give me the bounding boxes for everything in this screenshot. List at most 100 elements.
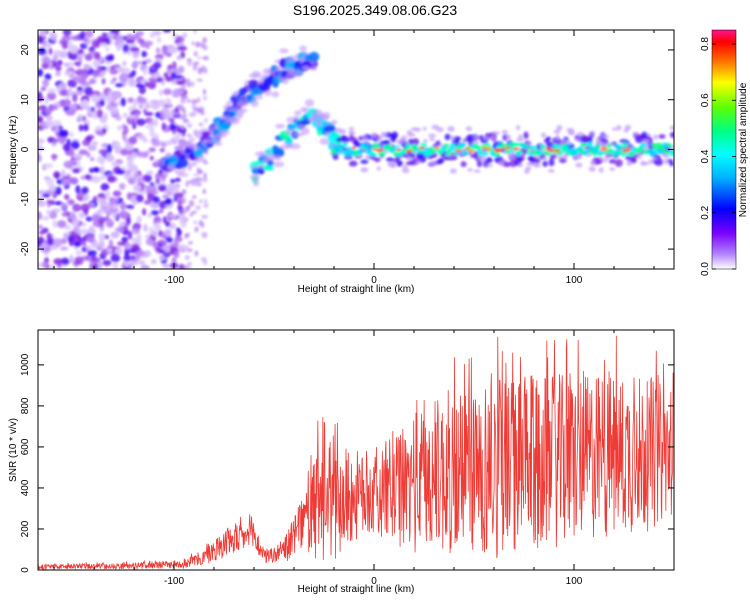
snr-xtick-label: -100 xyxy=(164,576,184,587)
spectrogram-cell xyxy=(153,216,162,225)
spectrogram-cell xyxy=(79,30,86,39)
spectrogram-cell xyxy=(132,172,140,180)
spectrogram-cell xyxy=(54,124,60,133)
spectrogram-cell xyxy=(78,212,86,219)
spectrogram-cell xyxy=(198,122,204,127)
spectrogram-cell xyxy=(653,149,661,154)
spectrogram-cell xyxy=(171,257,177,264)
spectrogram-cell xyxy=(228,117,241,125)
spectrogram-cell xyxy=(38,106,44,111)
spectrogram-cell xyxy=(81,186,89,195)
spectrogram-cell xyxy=(84,106,93,111)
spectrogram-cell xyxy=(646,133,651,137)
spectrogram-cell xyxy=(653,146,658,151)
spectrogram-cell xyxy=(161,194,170,199)
spectrogram-cell xyxy=(63,62,70,68)
spectrogram-cell xyxy=(41,216,50,221)
spectrogram-cell xyxy=(175,227,181,233)
spectrogram-cell xyxy=(415,159,421,165)
spectrogram-cell xyxy=(332,153,339,161)
spectrogram-cell xyxy=(61,211,68,217)
spectrogram-cell xyxy=(89,262,94,269)
snr-frame xyxy=(37,329,675,571)
spectrogram-cell xyxy=(72,93,78,103)
spectrogram-xtick-label: -100 xyxy=(164,275,184,286)
spectrogram-cell xyxy=(75,250,83,256)
spectrogram-cell xyxy=(170,118,175,126)
spectrogram-cell xyxy=(422,126,427,131)
spectrogram-cell xyxy=(145,43,150,50)
spectrogram-cell xyxy=(163,244,169,253)
spectrogram-cell xyxy=(340,136,350,144)
spectrogram-cell xyxy=(89,225,95,234)
spectrogram-cell xyxy=(38,47,47,56)
spectrogram-cell xyxy=(136,194,144,203)
spectrogram-cell xyxy=(70,35,81,41)
spectrogram-cell xyxy=(534,158,541,164)
spectrogram-cell xyxy=(609,167,616,172)
spectrogram-cell xyxy=(165,97,171,104)
spectrogram-cell xyxy=(186,123,193,128)
spectrogram-cell xyxy=(301,127,310,135)
spectrogram-cell xyxy=(342,142,348,147)
spectrogram-cell xyxy=(351,146,356,150)
spectrogram-cell xyxy=(128,114,135,120)
spectrogram-cell xyxy=(530,145,538,149)
spectrogram-cell xyxy=(492,131,500,135)
spectrogram-cell xyxy=(371,152,377,157)
spectrogram-cell xyxy=(161,231,166,239)
spectrogram-cell xyxy=(149,103,157,109)
spectrogram-cell xyxy=(273,161,285,168)
spectrogram-cell xyxy=(402,164,408,169)
spectrogram-cell xyxy=(196,96,201,103)
spectrogram-cell xyxy=(92,59,100,68)
spectrogram-cell xyxy=(310,64,318,72)
spectrogram-cell xyxy=(73,76,83,83)
spectrogram-cell xyxy=(96,129,104,136)
spectrogram-cell xyxy=(172,135,180,142)
spectrogram-cell xyxy=(74,256,84,266)
spectrogram-cell xyxy=(68,211,77,220)
spectrogram-cell xyxy=(55,71,61,77)
spectrogram-cell xyxy=(145,58,152,64)
spectrogram-cell xyxy=(204,117,208,124)
spectrogram-cell xyxy=(98,148,109,155)
spectrogram-cell xyxy=(192,61,196,68)
spectrogram-cell xyxy=(129,259,138,266)
spectrogram-cell xyxy=(88,46,96,53)
spectrogram-cell xyxy=(202,95,208,101)
spectrogram-cell xyxy=(49,264,56,269)
spectrogram-cell xyxy=(406,155,412,161)
spectrogram-cell xyxy=(191,181,197,187)
spectrogram-cell xyxy=(395,148,402,152)
spectrogram-cell xyxy=(188,136,196,143)
spectrogram-cell xyxy=(196,181,202,187)
spectrogram-cell xyxy=(107,175,116,183)
spectrogram-cell xyxy=(197,69,203,75)
spectrogram-cell xyxy=(69,132,74,138)
spectrogram-cell xyxy=(322,111,331,120)
spectrogram-cell xyxy=(156,36,162,43)
spectrogram-cell xyxy=(246,94,253,101)
spectrogram-cell xyxy=(187,59,193,67)
spectrogram-cell xyxy=(501,129,508,135)
spectrogram-cell xyxy=(289,143,301,150)
spectrogram-cell xyxy=(620,152,628,156)
spectrogram-cell xyxy=(67,87,73,97)
spectrogram-cell xyxy=(563,139,569,143)
spectrogram-cell xyxy=(91,214,101,222)
spectrogram-cell xyxy=(546,151,551,156)
spectrogram-cell xyxy=(52,138,59,144)
spectrogram-cell xyxy=(131,61,139,69)
spectrogram-cell xyxy=(576,132,585,137)
spectrogram-cell xyxy=(262,165,275,171)
spectrogram-cell xyxy=(175,80,185,86)
spectrogram-cell xyxy=(203,203,209,209)
spectrogram-cell xyxy=(176,55,182,60)
spectrogram-cell xyxy=(97,65,102,74)
spectrogram-cell xyxy=(110,30,120,35)
spectrogram-cell xyxy=(61,178,69,186)
spectrogram-cell xyxy=(557,155,563,160)
spectrogram-cell xyxy=(54,65,62,72)
spectrogram-cell xyxy=(444,152,451,157)
